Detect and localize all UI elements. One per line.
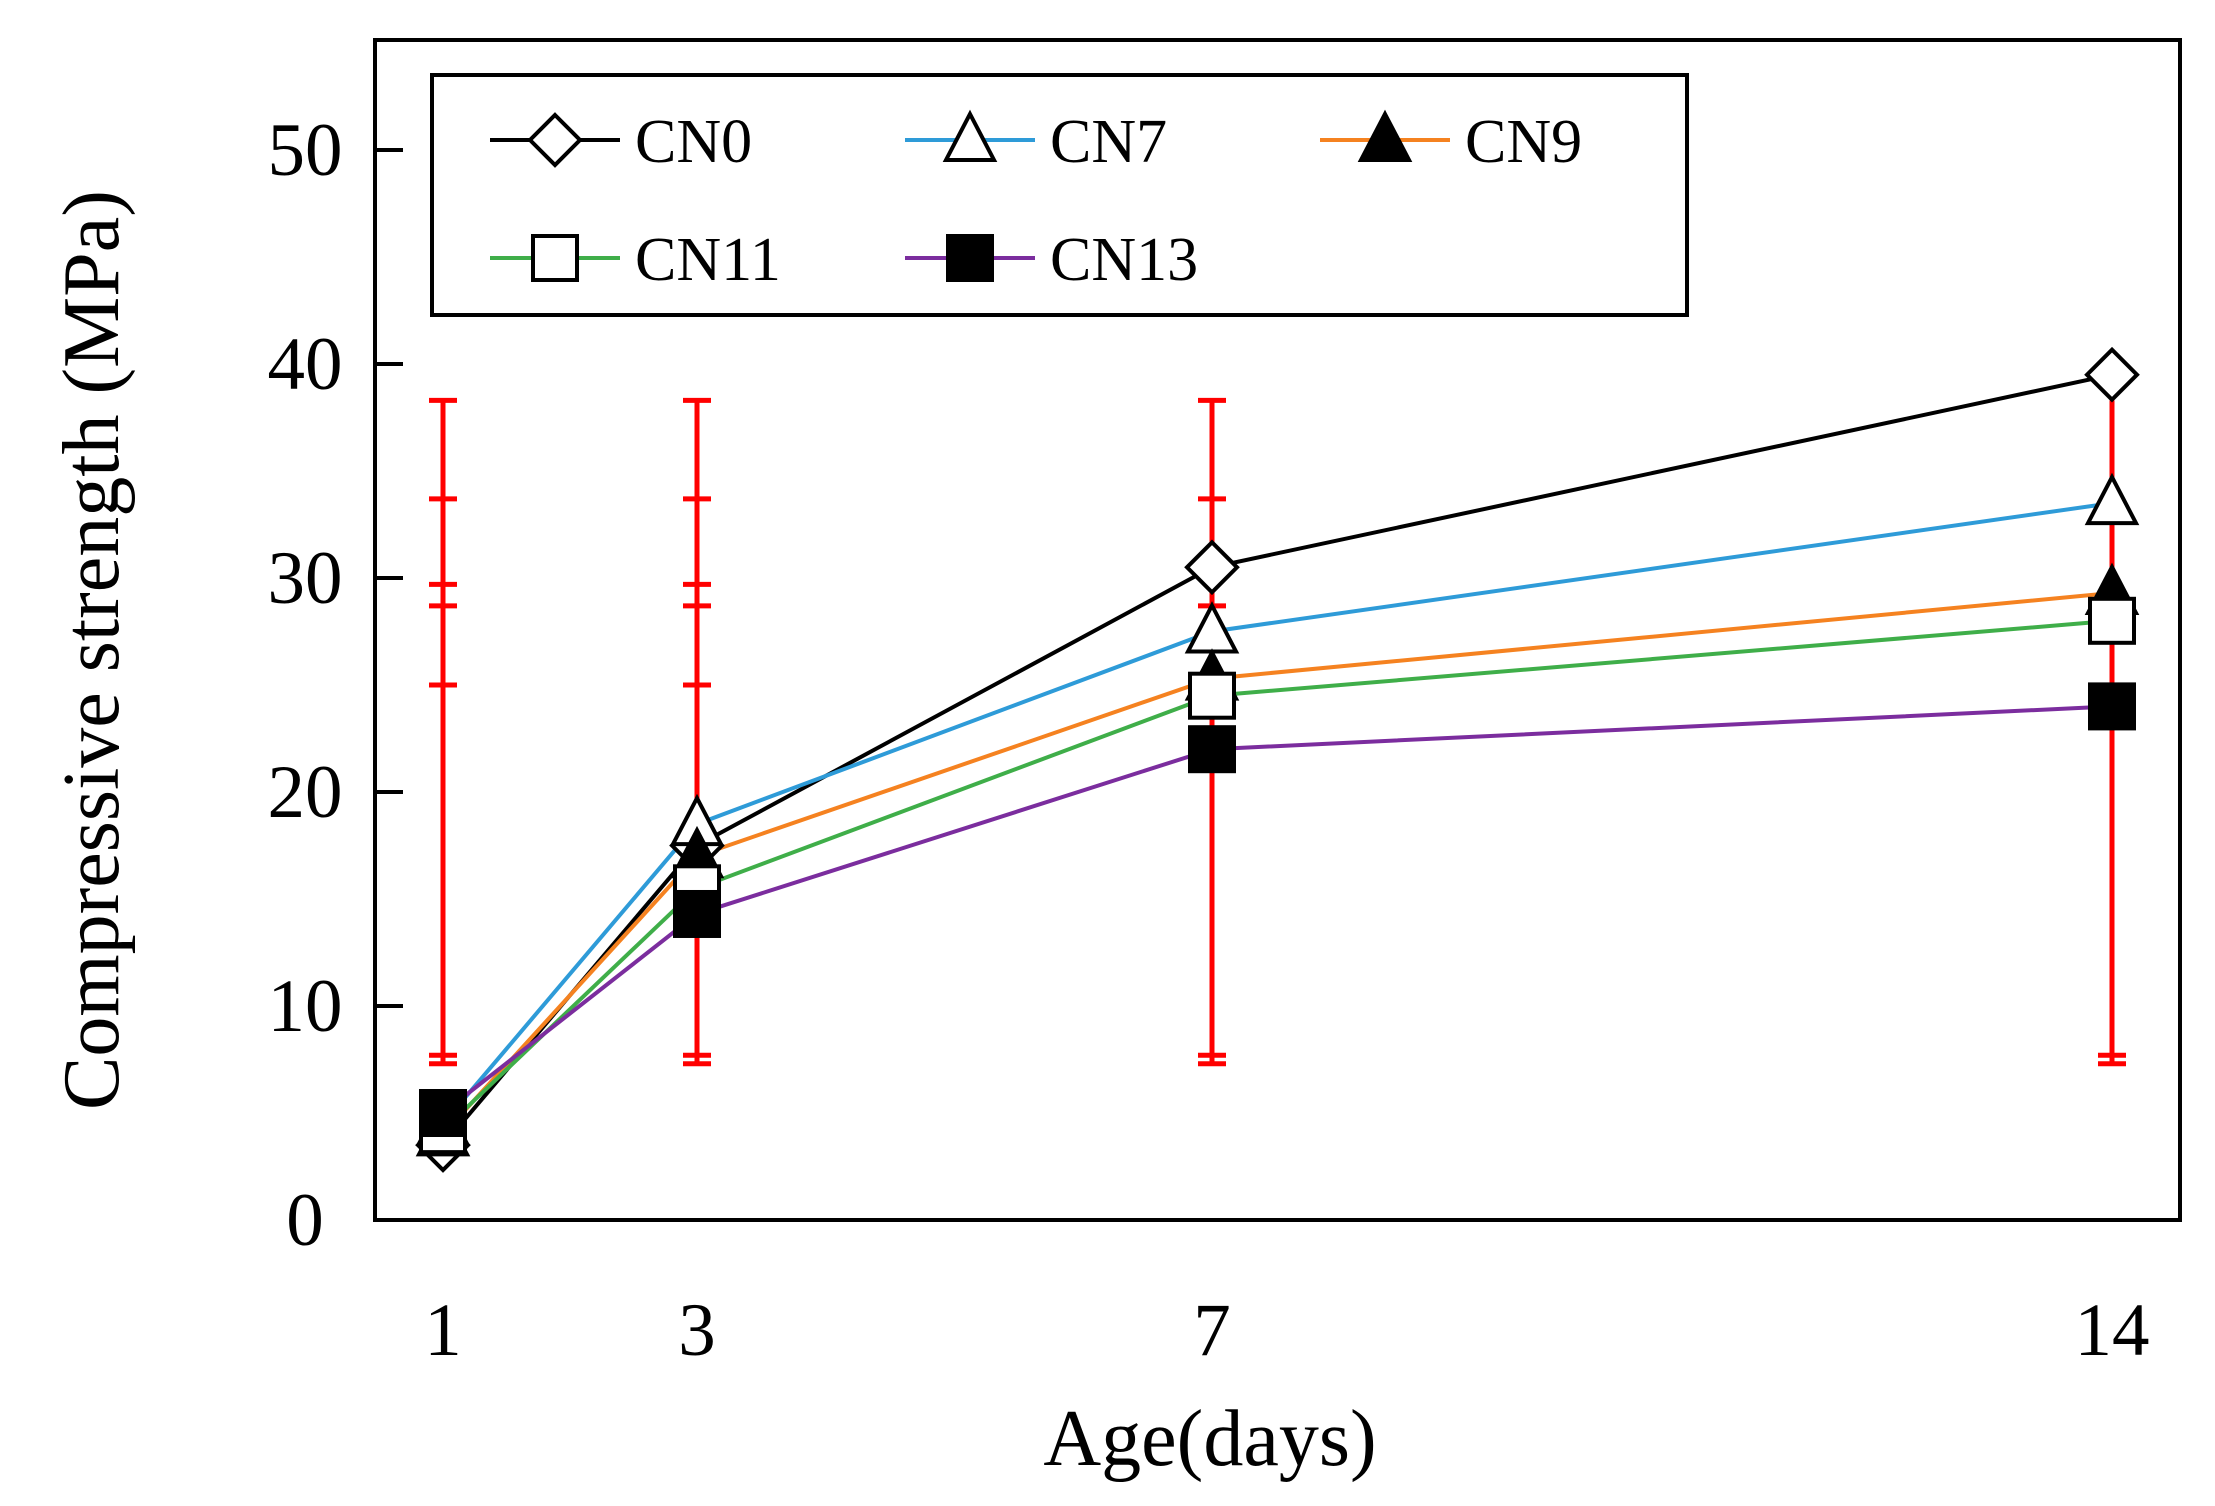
- y-tick-label: 30: [268, 537, 343, 620]
- series-markers: [415, 346, 2140, 1173]
- y-axis-ticks: 0 10 20 30 40 50: [268, 109, 403, 1262]
- y-tick-label: 0: [286, 1179, 324, 1262]
- y-tick-label: 20: [268, 751, 343, 834]
- y-tick-label: 40: [268, 323, 343, 406]
- x-tick-label: 14: [2075, 1289, 2150, 1372]
- x-tick-label: 1: [424, 1289, 462, 1372]
- data-point-cn13: [419, 1089, 467, 1137]
- x-axis-title: Age(days): [1043, 1395, 1376, 1483]
- y-axis-title: Compressive strength (MPa): [48, 190, 136, 1110]
- data-point-cn7: [2084, 472, 2140, 526]
- legend-marker-cn9: [1357, 109, 1413, 162]
- legend-marker-cn0: [527, 112, 583, 168]
- legend-marker-cn11: [531, 234, 579, 282]
- error-bars: [429, 397, 2126, 1067]
- legend-label-cn9: CN9: [1465, 108, 1582, 176]
- legend-label-cn13: CN13: [1050, 226, 1198, 294]
- data-point-cn11: [2088, 596, 2136, 645]
- legend-marker-cn13: [946, 234, 994, 282]
- series-line-cn7: [441, 501, 2113, 1125]
- x-axis-ticks: 1 3 7 14: [424, 1289, 2149, 1372]
- series-lines: [441, 372, 2113, 1147]
- plot-frame: [373, 38, 2182, 1222]
- legend-label-cn7: CN7: [1050, 108, 1167, 176]
- legend-marker-cn7: [942, 109, 998, 162]
- x-tick-label: 3: [678, 1289, 716, 1372]
- x-tick-label: 7: [1193, 1289, 1231, 1372]
- legend-items: CN0 CN7 CN9 CN11 CN13: [490, 108, 1582, 294]
- legend: CN0 CN7 CN9 CN11 CN13: [430, 73, 1689, 317]
- data-point-cn13: [673, 889, 721, 938]
- legend-label-cn0: CN0: [635, 108, 752, 176]
- legend-label-cn11: CN11: [635, 226, 781, 294]
- data-point-cn0: [2084, 346, 2140, 403]
- data-point-cn0: [1184, 539, 1240, 596]
- legend-box: [430, 73, 1689, 317]
- series-line-cn11: [441, 618, 2113, 1132]
- data-point-cn11: [1188, 671, 1236, 720]
- y-tick-label: 50: [268, 109, 343, 192]
- series-line-cn13: [441, 704, 2113, 1115]
- series-line-cn0: [441, 372, 2113, 1147]
- series-line-cn9: [441, 590, 2113, 1136]
- data-point-cn13: [2088, 682, 2136, 731]
- data-point-cn13: [1188, 725, 1236, 774]
- y-tick-label: 10: [268, 965, 343, 1048]
